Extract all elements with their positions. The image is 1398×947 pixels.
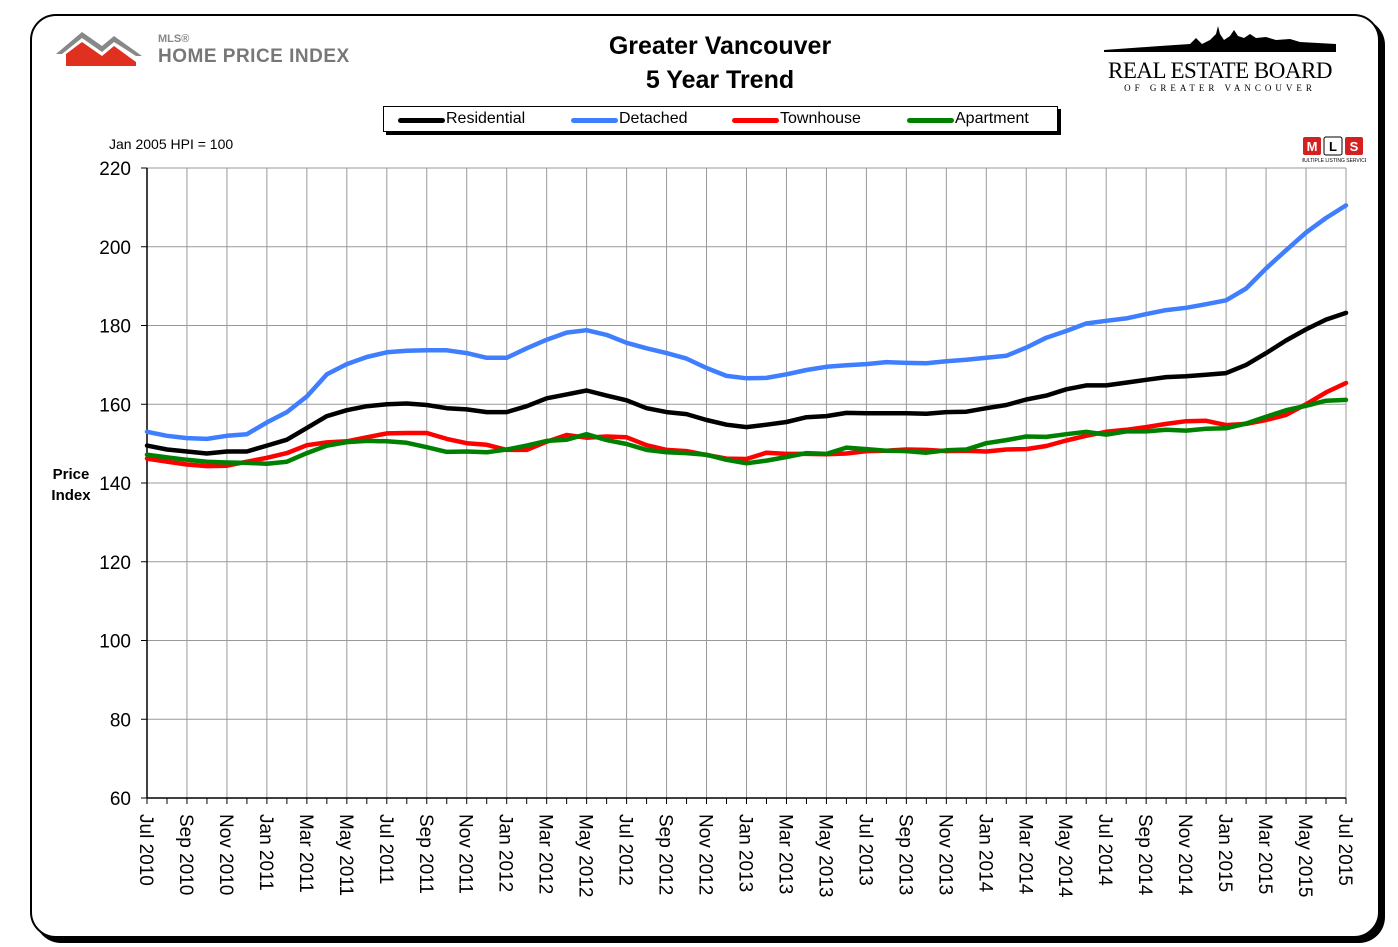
- x-tick-label: May 2014: [1054, 814, 1075, 898]
- base-index-note: Jan 2005 HPI = 100: [109, 136, 234, 152]
- legend-swatch: [398, 118, 445, 123]
- x-tick-label: Jul 2014: [1094, 814, 1115, 886]
- x-tick-label: Sep 2014: [1134, 814, 1155, 896]
- x-tick-label: Jan 2013: [735, 814, 756, 892]
- x-tick-label: Nov 2013: [934, 814, 955, 895]
- x-tick-label: Mar 2014: [1014, 814, 1035, 895]
- series-line-residential: [144, 310, 1349, 456]
- x-tick-label: Mar 2012: [535, 814, 556, 894]
- x-tick-label: Sep 2010: [175, 814, 196, 895]
- mls-logo-small-text: MLS®: [158, 33, 190, 45]
- series-line-detached: [144, 203, 1349, 442]
- x-tick-label: Jan 2014: [974, 814, 995, 893]
- x-tick-label: Jul 2010: [135, 814, 156, 886]
- x-tick-label: Mar 2013: [774, 814, 795, 894]
- x-tick-label: Nov 2011: [455, 814, 476, 894]
- svg-text:S: S: [1350, 139, 1359, 154]
- skyline-logo: [1104, 26, 1336, 52]
- x-tick-label: Nov 2010: [215, 814, 236, 895]
- x-tick-label: Mar 2015: [1254, 814, 1275, 894]
- legend-swatch: [907, 118, 954, 123]
- legend-label: Townhouse: [780, 110, 861, 127]
- x-tick-label: Sep 2013: [894, 814, 915, 895]
- board-title: REAL ESTATE BOARD: [1108, 58, 1332, 83]
- chart-title-line1: Greater Vancouver: [608, 32, 832, 60]
- x-tick-label: Jul 2011: [375, 814, 396, 884]
- mls-logo-big-text: HOME PRICE INDEX: [158, 46, 350, 67]
- y-tick-label: 100: [99, 632, 131, 653]
- series-line-apartment: [144, 397, 1349, 466]
- y-axis-label: Price Index: [40, 464, 102, 506]
- x-tick-label: Jan 2011: [255, 814, 276, 891]
- y-tick-label: 140: [99, 474, 131, 495]
- legend-label: Residential: [446, 110, 526, 127]
- legend-swatch: [732, 118, 779, 123]
- y-tick-label: 160: [99, 395, 131, 416]
- board-subtitle: OF GREATER VANCOUVER: [1124, 83, 1316, 93]
- x-tick-label: May 2011: [335, 814, 356, 896]
- legend-label: Apartment: [955, 110, 1029, 127]
- y-axis-label-line1: Price: [52, 466, 90, 483]
- y-tick-label: 180: [99, 317, 131, 338]
- x-tick-label: Jul 2015: [1334, 814, 1355, 886]
- chart-legend: Residential Detached Townhouse Apartment: [383, 106, 1058, 132]
- x-tick-label: Jul 2013: [854, 814, 875, 886]
- mls-badge-icon: M L S MULTIPLE LISTING SERVICE: [1302, 136, 1366, 164]
- svg-text:M: M: [1307, 139, 1318, 154]
- x-tick-label: Jul 2012: [615, 814, 636, 886]
- x-tick-label: May 2015: [1294, 814, 1315, 897]
- y-axis-label-line2: Index: [51, 487, 91, 504]
- y-tick-label: 120: [99, 553, 131, 574]
- mls-hpi-logo: [56, 32, 142, 66]
- chart-title-line2: 5 Year Trend: [645, 66, 795, 94]
- x-tick-label: Jan 2012: [495, 814, 516, 892]
- y-tick-label: 220: [99, 159, 131, 180]
- x-tick-label: Sep 2012: [655, 814, 676, 895]
- x-tick-label: Nov 2014: [1174, 814, 1195, 896]
- svg-text:MULTIPLE LISTING SERVICE: MULTIPLE LISTING SERVICE: [1302, 158, 1366, 164]
- y-tick-label: 200: [99, 238, 131, 259]
- legend-label: Detached: [619, 110, 688, 127]
- y-tick-label: 60: [110, 789, 131, 810]
- x-tick-label: Nov 2012: [695, 814, 716, 895]
- x-tick-label: Jan 2015: [1214, 814, 1235, 892]
- x-tick-label: Mar 2011: [295, 814, 316, 893]
- x-tick-label: May 2012: [575, 814, 596, 897]
- y-tick-label: 80: [110, 710, 131, 731]
- legend-swatch: [571, 118, 618, 123]
- svg-text:L: L: [1329, 139, 1337, 154]
- x-tick-label: Sep 2011: [415, 814, 436, 894]
- x-tick-label: May 2013: [814, 814, 835, 897]
